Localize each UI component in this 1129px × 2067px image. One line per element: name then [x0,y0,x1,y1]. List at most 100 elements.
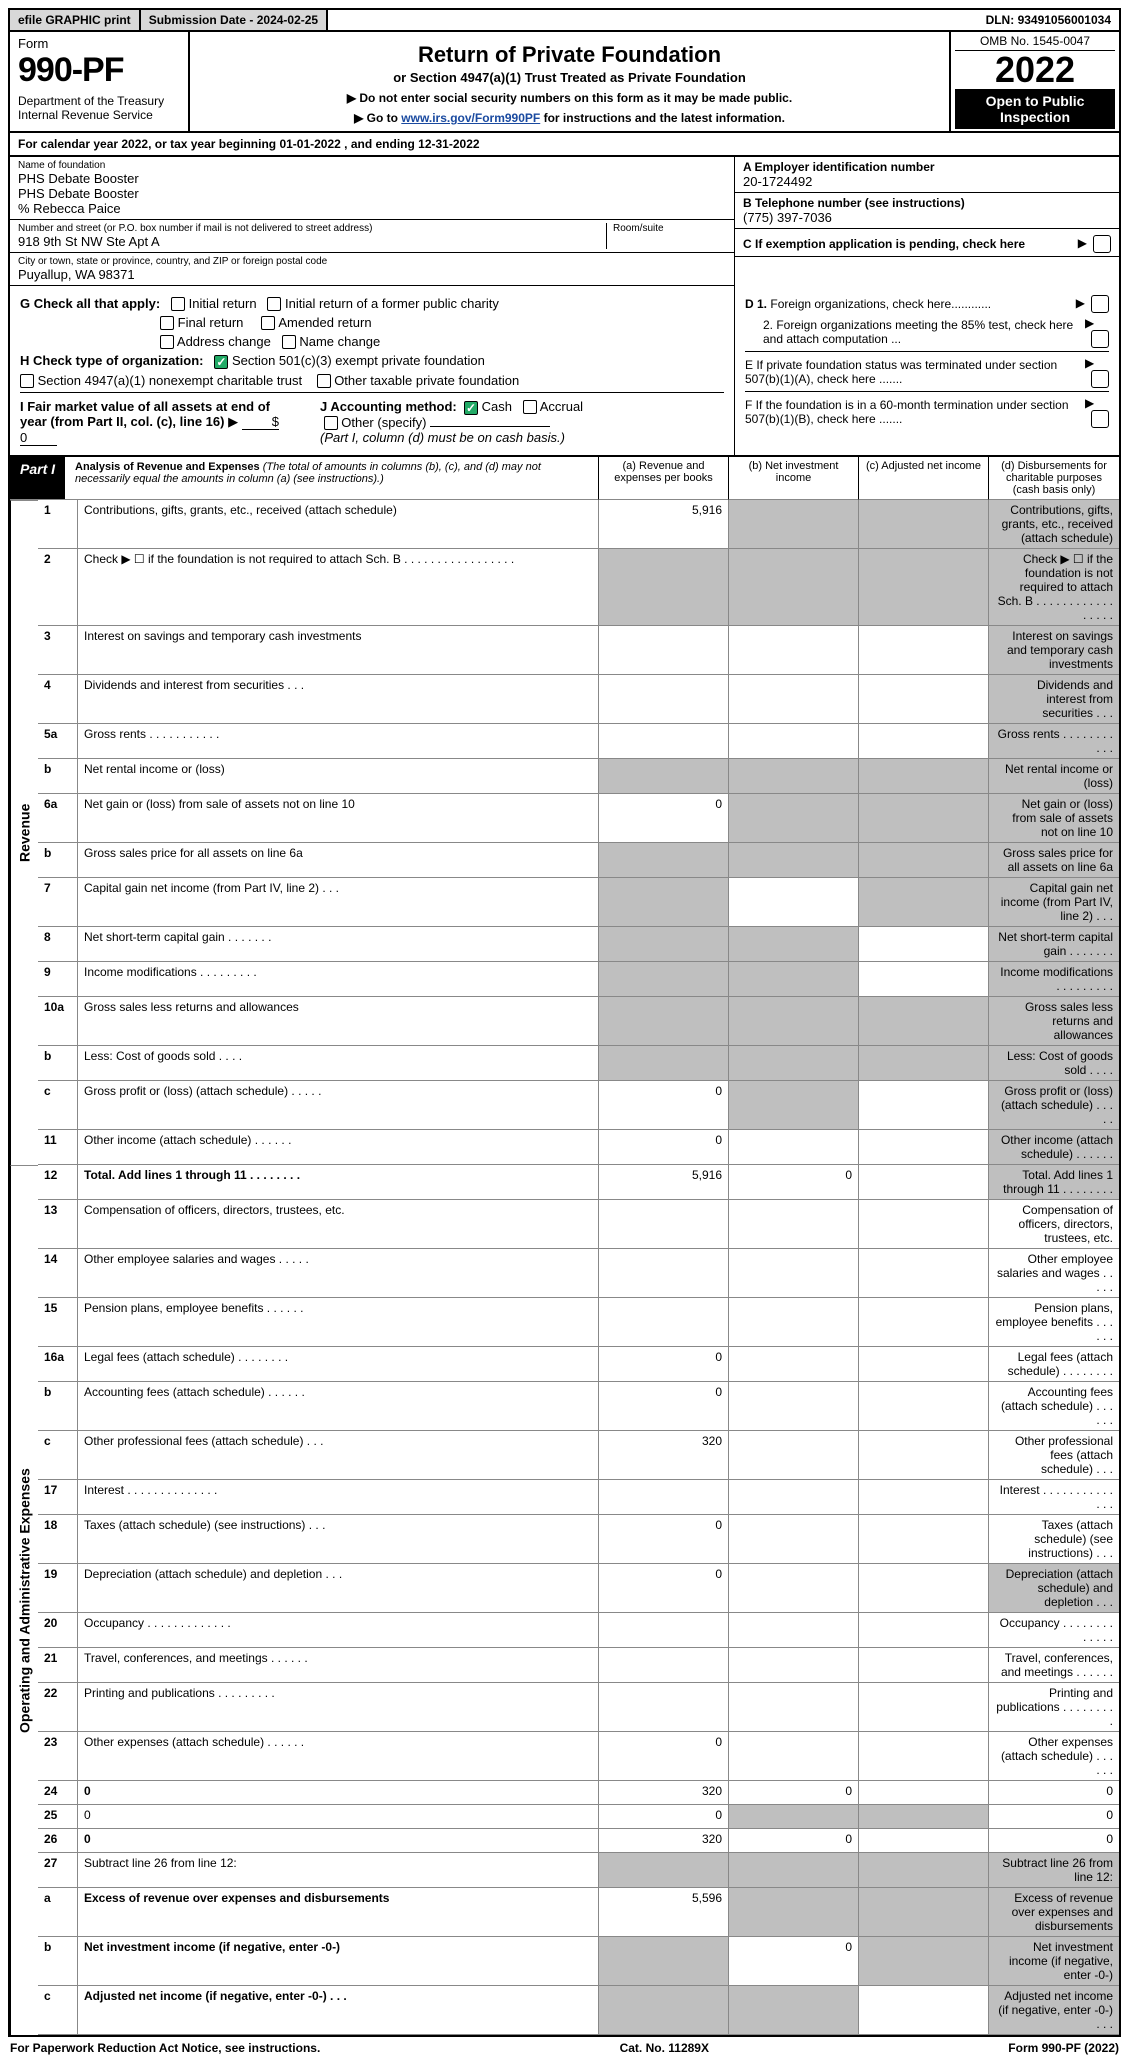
cb-accrual[interactable] [523,400,537,414]
line-b-col-b: 0 [729,1937,859,1986]
col-a-header: (a) Revenue and expenses per books [599,457,729,500]
line-21: 21 [38,1648,78,1683]
phone-label: B Telephone number (see instructions) [743,196,1111,210]
opt-other-taxable: Other taxable private foundation [334,373,519,388]
part1-title: Analysis of Revenue and Expenses (The to… [65,457,598,499]
line-21-col-b [729,1648,859,1683]
line-23-col-c [859,1732,989,1781]
g-label: G Check all that apply: [20,296,160,311]
line-2-desc: Check ▶ ☐ if the foundation is not requi… [78,549,599,626]
line-b-col-a [599,1937,729,1986]
line-c-col-b [729,1431,859,1480]
cb-4947[interactable] [20,374,34,388]
line-b-col-c [859,1937,989,1986]
addr-label: Number and street (or P.O. box number if… [18,223,606,234]
line-b-desc: Less: Cost of goods sold . . . . [78,1046,599,1081]
line-16a-desc: Legal fees (attach schedule) . . . . . .… [78,1347,599,1382]
cb-amended[interactable] [261,316,275,330]
ein-label: A Employer identification number [743,160,1111,174]
line-b-desc: Net investment income (if negative, ente… [78,1937,599,1986]
dept-treasury: Department of the Treasury Internal Reve… [18,94,180,122]
top-bar: efile GRAPHIC print Submission Date - 20… [8,8,1121,32]
line-26-col-b: 0 [729,1829,859,1853]
line-16a: 16a [38,1347,78,1382]
line-15-col-c [859,1298,989,1347]
line-13-desc: Compensation of officers, directors, tru… [78,1200,599,1249]
cb-e[interactable] [1091,370,1109,388]
d2-label: 2. Foreign organizations meeting the 85%… [745,318,1085,346]
line-1: 1 [38,500,78,549]
line-21-col-a [599,1648,729,1683]
cb-address-change[interactable] [160,335,174,349]
line-b-col-b [729,843,859,878]
line-4-col-b [729,675,859,724]
cb-initial-former[interactable] [267,297,281,311]
line-3-col-a [599,626,729,675]
line-19-col-a: 0 [599,1564,729,1613]
line-c-col-c [859,1986,989,2035]
line-12-col-a: 5,916 [599,1165,729,1200]
form-ref: Form 990-PF (2022) [1008,2041,1119,2055]
line-9-col-c [859,962,989,997]
identity-block: Name of foundation PHS Debate Booster PH… [8,157,1121,286]
line-12-col-d: Total. Add lines 1 through 11 . . . . . … [989,1165,1119,1200]
line-c-col-d: Other professional fees (attach schedule… [989,1431,1119,1480]
irs-link[interactable]: www.irs.gov/Form990PF [401,111,540,125]
cb-name-change[interactable] [282,335,296,349]
line-c-col-b [729,1081,859,1130]
line-17-col-b [729,1480,859,1515]
cb-f[interactable] [1091,410,1109,428]
city-label: City or town, state or province, country… [18,256,726,267]
line-6a-col-b [729,794,859,843]
line-17-col-c [859,1480,989,1515]
line-27-desc: Subtract line 26 from line 12: [78,1853,599,1888]
form-title: Return of Private Foundation [206,42,933,68]
line-1-col-d: Contributions, gifts, grants, etc., rece… [989,500,1119,549]
opex-side-label: Operating and Administrative Expenses [10,1165,38,2035]
exemption-checkbox[interactable] [1093,235,1111,253]
line-7: 7 [38,878,78,927]
opt-501c3: Section 501(c)(3) exempt private foundat… [232,353,485,368]
part1-title-text: Analysis of Revenue and Expenses [75,461,260,473]
line-b: b [38,843,78,878]
line-b-col-d: Less: Cost of goods sold . . . . [989,1046,1119,1081]
col-b-header: (b) Net investment income [729,457,859,500]
line-17-col-a [599,1480,729,1515]
line-c-desc: Adjusted net income (if negative, enter … [78,1986,599,2035]
line-b-col-b [729,1382,859,1431]
line-2-col-b [729,549,859,626]
line-9-col-b [729,962,859,997]
cb-initial-return[interactable] [171,297,185,311]
line-20-col-a [599,1613,729,1648]
cb-other-taxable[interactable] [317,374,331,388]
instr2-post: for instructions and the latest informat… [540,111,785,125]
e-label: E If private foundation status was termi… [745,358,1085,386]
line-23-col-a: 0 [599,1732,729,1781]
line-19-desc: Depreciation (attach schedule) and deple… [78,1564,599,1613]
line-2: 2 [38,549,78,626]
line-14-col-a [599,1249,729,1298]
line-c: c [38,1431,78,1480]
cb-d2[interactable] [1091,330,1109,348]
line-27-col-b [729,1853,859,1888]
room-label: Room/suite [613,223,726,234]
line-18-col-b [729,1515,859,1564]
line-a-col-a: 5,596 [599,1888,729,1937]
line-18-desc: Taxes (attach schedule) (see instruction… [78,1515,599,1564]
foundation-name-2: PHS Debate Booster [18,186,726,201]
line-15-col-a [599,1298,729,1347]
line-5a-col-b [729,724,859,759]
efile-print-button[interactable]: efile GRAPHIC print [10,10,141,30]
line-6a: 6a [38,794,78,843]
i-label: I Fair market value of all assets at end… [20,399,270,429]
cb-final-return[interactable] [160,316,174,330]
line-c-col-a: 320 [599,1431,729,1480]
cb-d1[interactable] [1091,295,1109,313]
cb-cash[interactable] [464,401,478,415]
line-b-col-b [729,1046,859,1081]
line-22-desc: Printing and publications . . . . . . . … [78,1683,599,1732]
cb-other-method[interactable] [324,416,338,430]
line-5a-col-a [599,724,729,759]
line-15-col-d: Pension plans, employee benefits . . . .… [989,1298,1119,1347]
cb-501c3[interactable] [214,355,228,369]
